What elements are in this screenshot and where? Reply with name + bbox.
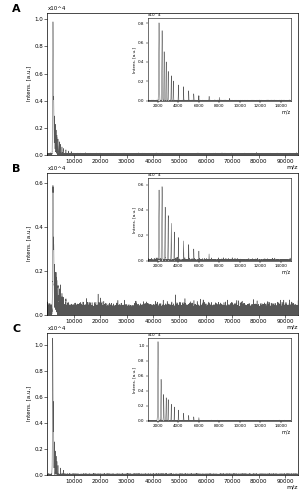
Y-axis label: Intens. [a.u.]: Intens. [a.u.] — [27, 386, 32, 422]
Text: x10^4: x10^4 — [47, 326, 66, 331]
Text: x10^4: x10^4 — [47, 6, 66, 11]
Text: m/z: m/z — [287, 165, 298, 170]
Text: A: A — [12, 4, 21, 14]
Text: C: C — [12, 324, 21, 334]
Y-axis label: Intens. [a.u.]: Intens. [a.u.] — [27, 226, 32, 262]
Text: m/z: m/z — [287, 485, 298, 490]
Text: x10^4: x10^4 — [47, 166, 66, 171]
Text: B: B — [12, 164, 21, 174]
Text: m/z: m/z — [287, 325, 298, 330]
Y-axis label: Intens. [a.u.]: Intens. [a.u.] — [27, 66, 32, 102]
